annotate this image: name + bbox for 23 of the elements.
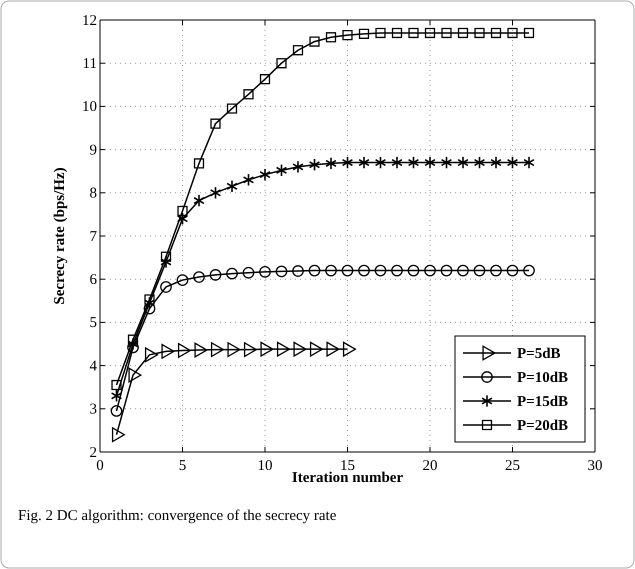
legend-label: P=10dB (517, 370, 568, 386)
y-axis-title: Secrecy rate (bps/Hz) (52, 167, 68, 305)
legend-label: P=20dB (517, 418, 568, 434)
y-tick-label: 3 (90, 402, 97, 418)
x-tick-label: 20 (422, 458, 438, 474)
x-tick-label: 30 (588, 458, 602, 474)
caption: Fig. 2 DC algorithm: convergence of the secrecy rate (18, 508, 337, 524)
y-tick-label: 4 (90, 358, 98, 374)
y-tick-label: 7 (90, 228, 98, 245)
y-tick-label: 6 (90, 272, 98, 288)
x-tick-label: 5 (178, 458, 186, 474)
y-tick-label: 12 (82, 12, 97, 29)
x-tick-label: 10 (258, 458, 272, 474)
x-tick-label: 25 (505, 458, 520, 474)
legend-label: P=15dB (517, 394, 568, 410)
y-tick-label: 5 (90, 315, 97, 332)
y-tick-label: 8 (90, 186, 97, 202)
y-tick-label: 2 (90, 444, 97, 461)
y-tick-label: 11 (82, 56, 97, 72)
x-tick-label: 0 (96, 458, 104, 474)
y-tick-label: 10 (82, 99, 97, 116)
y-tick-label: 9 (90, 142, 97, 158)
legend-label: P=5dB (517, 346, 561, 362)
